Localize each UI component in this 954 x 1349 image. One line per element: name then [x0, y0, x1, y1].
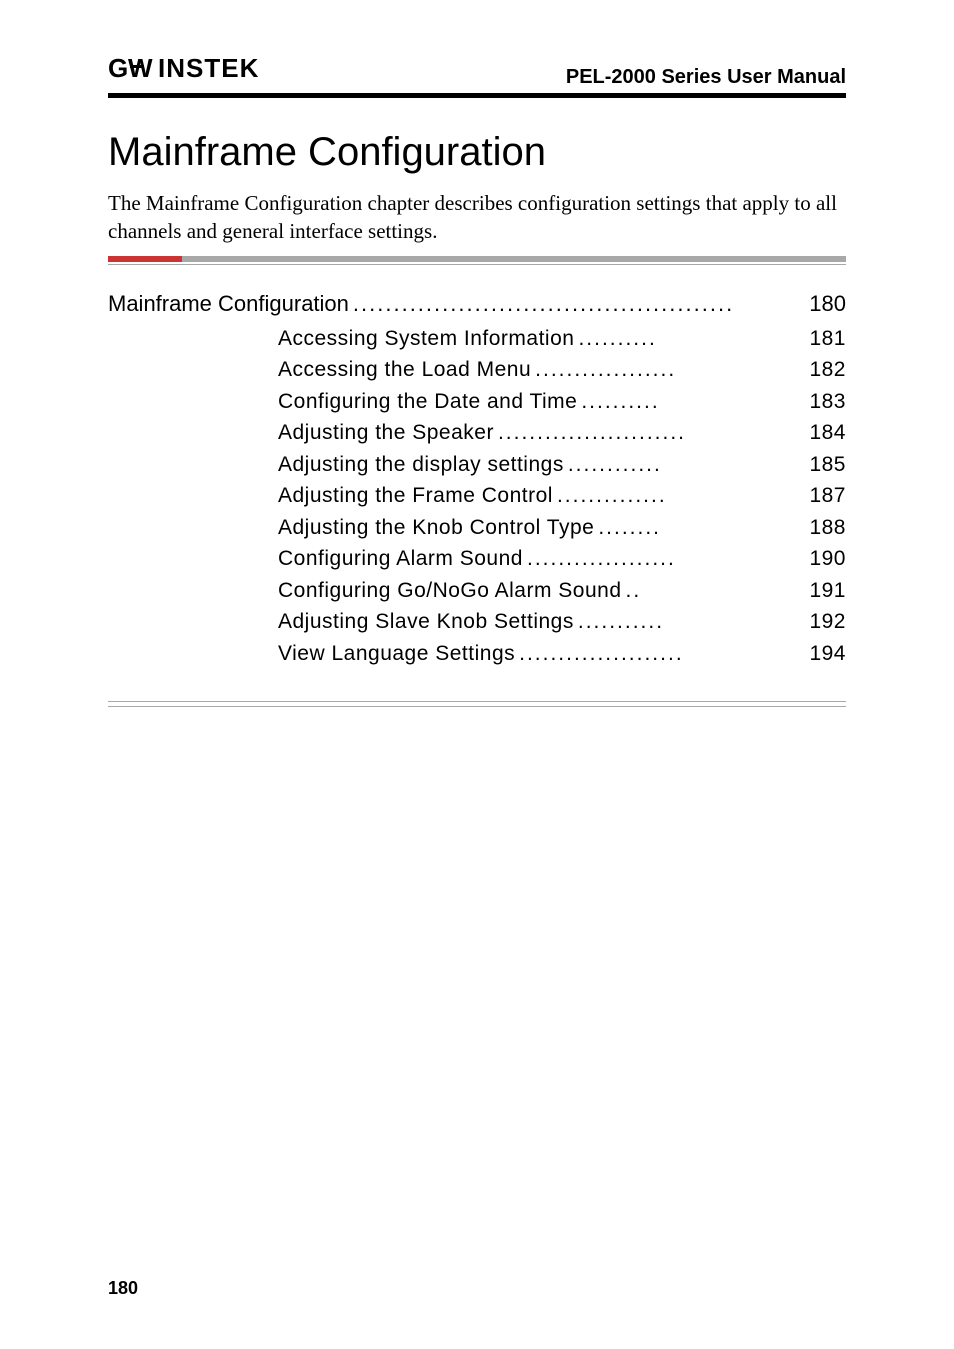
- toc-entry-page: 194: [809, 638, 846, 670]
- toc-leader-dots: ..................: [531, 354, 809, 386]
- toc-entry-page: 185: [809, 449, 846, 481]
- toc-entry-label: Configuring Go/NoGo Alarm Sound: [278, 575, 622, 607]
- toc-entry-label: Accessing the Load Menu: [278, 354, 531, 386]
- toc-leader-dots: ..............: [553, 480, 809, 512]
- toc-entry-page: 187: [809, 480, 846, 512]
- toc-leader-dots: ........................................…: [349, 291, 809, 317]
- toc-sub-entry[interactable]: Adjusting the Frame Control ............…: [278, 480, 846, 512]
- toc-entry-page: 180: [809, 291, 846, 317]
- page-header: G W INSTEK PEL-2000 Series User Manual: [108, 56, 846, 89]
- toc-sub-entry[interactable]: Accessing System Information .......... …: [278, 323, 846, 355]
- toc-leader-dots: ..........: [574, 323, 809, 355]
- toc-leader-dots: ..: [622, 575, 810, 607]
- header-rule: [108, 93, 846, 98]
- toc-bottom-rule-1: [108, 701, 846, 702]
- toc-entry-label: Configuring the Date and Time: [278, 386, 577, 418]
- toc-leader-dots: ........................: [494, 417, 809, 449]
- chapter-intro: The Mainframe Configuration chapter desc…: [108, 189, 846, 246]
- toc-sub-entry[interactable]: Adjusting the display settings .........…: [278, 449, 846, 481]
- toc-sub-entry[interactable]: Accessing the Load Menu ................…: [278, 354, 846, 386]
- brand-logo: G W INSTEK: [108, 56, 278, 89]
- toc-entry-page: 183: [809, 386, 846, 418]
- toc-entry-page: 192: [809, 606, 846, 638]
- toc-entry-label: Mainframe Configuration: [108, 291, 349, 317]
- toc-leader-dots: ...................: [523, 543, 809, 575]
- toc-leader-dots: ...........: [574, 606, 810, 638]
- toc-entry-label: Adjusting the Speaker: [278, 417, 494, 449]
- toc-entry-label: Accessing System Information: [278, 323, 574, 355]
- toc-leader-dots: .....................: [515, 638, 809, 670]
- toc-entry-page: 184: [809, 417, 846, 449]
- svg-text:G: G: [108, 56, 128, 82]
- toc-sub-entry[interactable]: Adjusting the Speaker ..................…: [278, 417, 846, 449]
- page-number: 180: [108, 1278, 138, 1299]
- toc-sub-entry[interactable]: View Language Settings .................…: [278, 638, 846, 670]
- chapter-title: Mainframe Configuration: [108, 130, 846, 175]
- table-of-contents: Mainframe Configuration ................…: [108, 291, 846, 670]
- toc-leader-dots: ........: [594, 512, 809, 544]
- toc-leader-dots: ............: [564, 449, 810, 481]
- svg-text:INSTEK: INSTEK: [158, 56, 259, 82]
- toc-sub-entry[interactable]: Configuring the Date and Time ..........…: [278, 386, 846, 418]
- toc-entry-page: 182: [809, 354, 846, 386]
- toc-entry-label: Adjusting Slave Knob Settings: [278, 606, 574, 638]
- toc-entry-label: Adjusting the Knob Control Type: [278, 512, 594, 544]
- toc-sub-entry[interactable]: Configuring Go/NoGo Alarm Sound .. 191: [278, 575, 846, 607]
- svg-text:W: W: [128, 56, 153, 82]
- toc-sub-entry[interactable]: Adjusting the Knob Control Type ........…: [278, 512, 846, 544]
- toc-sub-entry[interactable]: Adjusting Slave Knob Settings ..........…: [278, 606, 846, 638]
- toc-leader-dots: ..........: [577, 386, 809, 418]
- toc-top-rule: [108, 256, 846, 262]
- toc-sub-entry[interactable]: Configuring Alarm Sound ................…: [278, 543, 846, 575]
- toc-entry-label: Adjusting the Frame Control: [278, 480, 553, 512]
- toc-entry-page: 181: [809, 323, 846, 355]
- toc-entry-label: Adjusting the display settings: [278, 449, 564, 481]
- toc-bottom-rule-2: [108, 706, 846, 707]
- toc-main-entry[interactable]: Mainframe Configuration ................…: [108, 291, 846, 317]
- toc-top-thin-rule: [108, 264, 846, 265]
- toc-entry-page: 190: [809, 543, 846, 575]
- toc-entry-label: Configuring Alarm Sound: [278, 543, 523, 575]
- manual-title: PEL-2000 Series User Manual: [566, 66, 846, 89]
- toc-entry-label: View Language Settings: [278, 638, 515, 670]
- toc-entry-page: 188: [809, 512, 846, 544]
- toc-entry-page: 191: [809, 575, 846, 607]
